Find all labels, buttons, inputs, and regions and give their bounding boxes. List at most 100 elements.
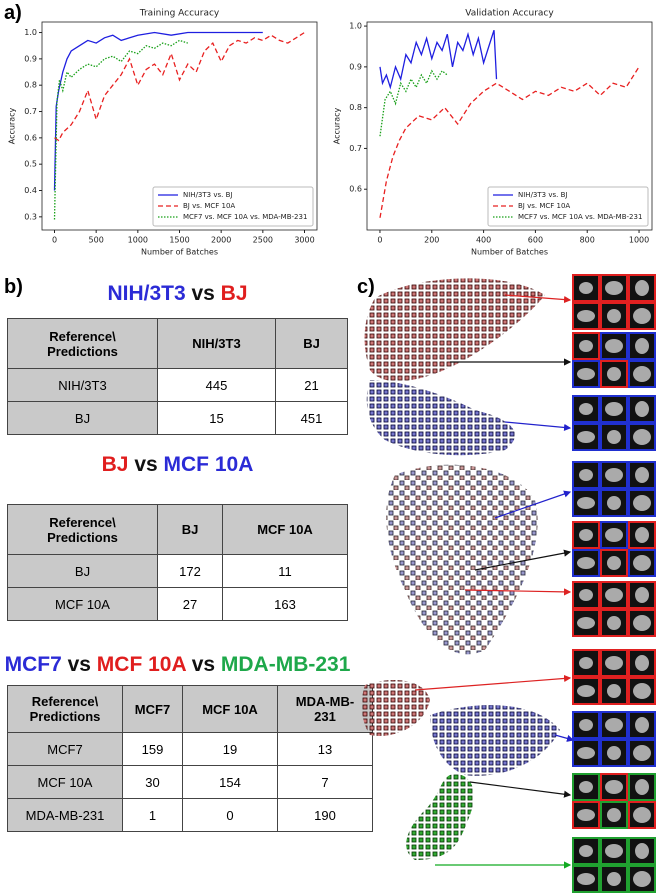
cell (633, 555, 651, 571)
title-part: NIH/3T3 (107, 282, 186, 305)
legend-label: NIH/3T3 vs. BJ (518, 191, 567, 199)
cell (633, 683, 651, 699)
line-series (379, 30, 498, 90)
title-part: MCF 10A (163, 453, 254, 476)
y-tick-label: 0.9 (24, 54, 37, 63)
cell (607, 309, 621, 323)
y-tick-label: 0.7 (24, 107, 37, 116)
legend-box (152, 186, 314, 227)
cell (605, 780, 623, 794)
cell (577, 310, 595, 322)
y-tick-label: 1.0 (349, 22, 362, 31)
cell (605, 339, 623, 353)
table-row: MCF 10A 30 154 7 (7, 765, 373, 799)
y-tick-label: 0.4 (24, 186, 37, 195)
title-part: vs (61, 653, 97, 676)
x-tick-label: 1500 (169, 236, 189, 245)
accuracy-charts: Training Accuracy Number of Batches Accura… (8, 9, 653, 257)
table-cell: Reference\ Predictions (7, 504, 158, 555)
cell (607, 556, 621, 570)
line-series (54, 31, 305, 142)
table-cell: MCF 10A (7, 765, 123, 799)
cell (633, 871, 651, 887)
cell (577, 617, 595, 629)
cell (605, 718, 623, 732)
table-cell: NIH/3T3 (7, 368, 158, 402)
table-cell: MDA-MB-231 (7, 798, 123, 832)
cell (635, 338, 649, 354)
confusion-table: Reference\ Predictions NIH/3T3 BJ NIH/3T3 44… (7, 318, 348, 435)
title-part: MCF7 (4, 653, 62, 676)
cell (577, 809, 595, 821)
arrows (414, 294, 575, 869)
x-tick-label: 1000 (128, 236, 148, 245)
table-row: BJ 172 11 (7, 554, 348, 588)
x-axis-label: Number of Batches (471, 248, 548, 257)
cell (579, 845, 593, 857)
thumbnail (600, 423, 628, 451)
table-cell: 13 (277, 732, 373, 766)
confusion-table: Reference\ Predictions MCF7 MCF 10A MDA-MB-… (7, 685, 373, 832)
table-row: MCF7 159 19 13 (7, 732, 373, 766)
cell (633, 807, 651, 823)
cell (579, 719, 593, 731)
x-axis-label: Number of Batches (141, 248, 218, 257)
cell (605, 402, 623, 416)
table-cell: BJ (275, 318, 348, 369)
chart-title: Training Accuracy (139, 9, 220, 19)
cell (607, 430, 621, 444)
legend-box (487, 186, 649, 227)
table-row: Reference\ Predictions MCF7 MCF 10A MDA-MB-… (7, 685, 373, 733)
cell (607, 496, 621, 510)
table-cell: 159 (122, 732, 183, 766)
x-tick-label: 3000 (294, 236, 314, 245)
table-cell: 30 (122, 765, 183, 799)
table-cell: NIH/3T3 (157, 318, 276, 369)
legend-label: MCF7 vs. MCF 10A vs. MDA-MB-231 (183, 213, 307, 221)
cell (633, 429, 651, 445)
x-tick-label: 200 (424, 236, 439, 245)
cell (579, 529, 593, 541)
thumbnail (628, 274, 656, 302)
y-axis-label: Accuracy (8, 107, 17, 144)
cell (635, 717, 649, 733)
cell (633, 745, 651, 761)
table-row: Reference\ Predictions BJ MCF 10A (7, 504, 348, 555)
y-tick-label: 0.9 (349, 62, 362, 71)
title-part: BJ (220, 282, 248, 305)
table-cell: MCF 10A (182, 685, 278, 733)
cell (607, 808, 621, 822)
table-cell: 154 (182, 765, 278, 799)
cell (579, 340, 593, 352)
table-row: BJ 15 451 (7, 401, 348, 435)
table-title: MCF7 vs MCF 10A vs MDA-MB-231 (0, 653, 355, 677)
title-part: vs (185, 282, 221, 305)
cell (579, 657, 593, 669)
table-cell: 1 (122, 798, 183, 832)
thumbnail (572, 649, 600, 677)
x-tick-label: 2500 (253, 236, 273, 245)
cell (605, 468, 623, 482)
y-tick-label: 0.5 (24, 160, 37, 169)
table-cell: 451 (275, 401, 348, 435)
cell (605, 528, 623, 542)
legend-label: BJ vs. MCF 10A (518, 202, 570, 210)
title-part: MDA-MB-231 (220, 653, 351, 676)
x-tick-label: 600 (528, 236, 543, 245)
cell (605, 588, 623, 602)
plot-frame (366, 21, 653, 231)
legend-label: BJ vs. MCF 10A (183, 202, 235, 210)
thumbnail (572, 837, 600, 865)
x-tick-label: 800 (580, 236, 595, 245)
title-part: vs (128, 453, 164, 476)
thumbnail (628, 332, 656, 360)
cell (577, 685, 595, 697)
cell (577, 557, 595, 569)
cluster (406, 774, 474, 860)
thumbnail (572, 521, 600, 549)
cluster (366, 380, 515, 456)
panel-label: c) (357, 276, 375, 298)
y-tick-label: 0.8 (349, 103, 362, 112)
cluster (386, 464, 538, 655)
